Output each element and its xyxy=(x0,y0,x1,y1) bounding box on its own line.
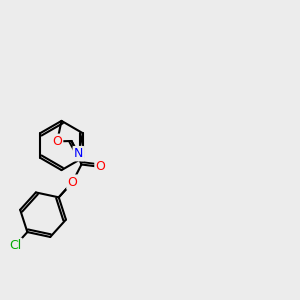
Text: Cl: Cl xyxy=(9,239,21,252)
Text: O: O xyxy=(52,135,62,148)
Text: O: O xyxy=(95,160,105,173)
Text: N: N xyxy=(74,147,83,160)
Text: O: O xyxy=(68,176,77,189)
